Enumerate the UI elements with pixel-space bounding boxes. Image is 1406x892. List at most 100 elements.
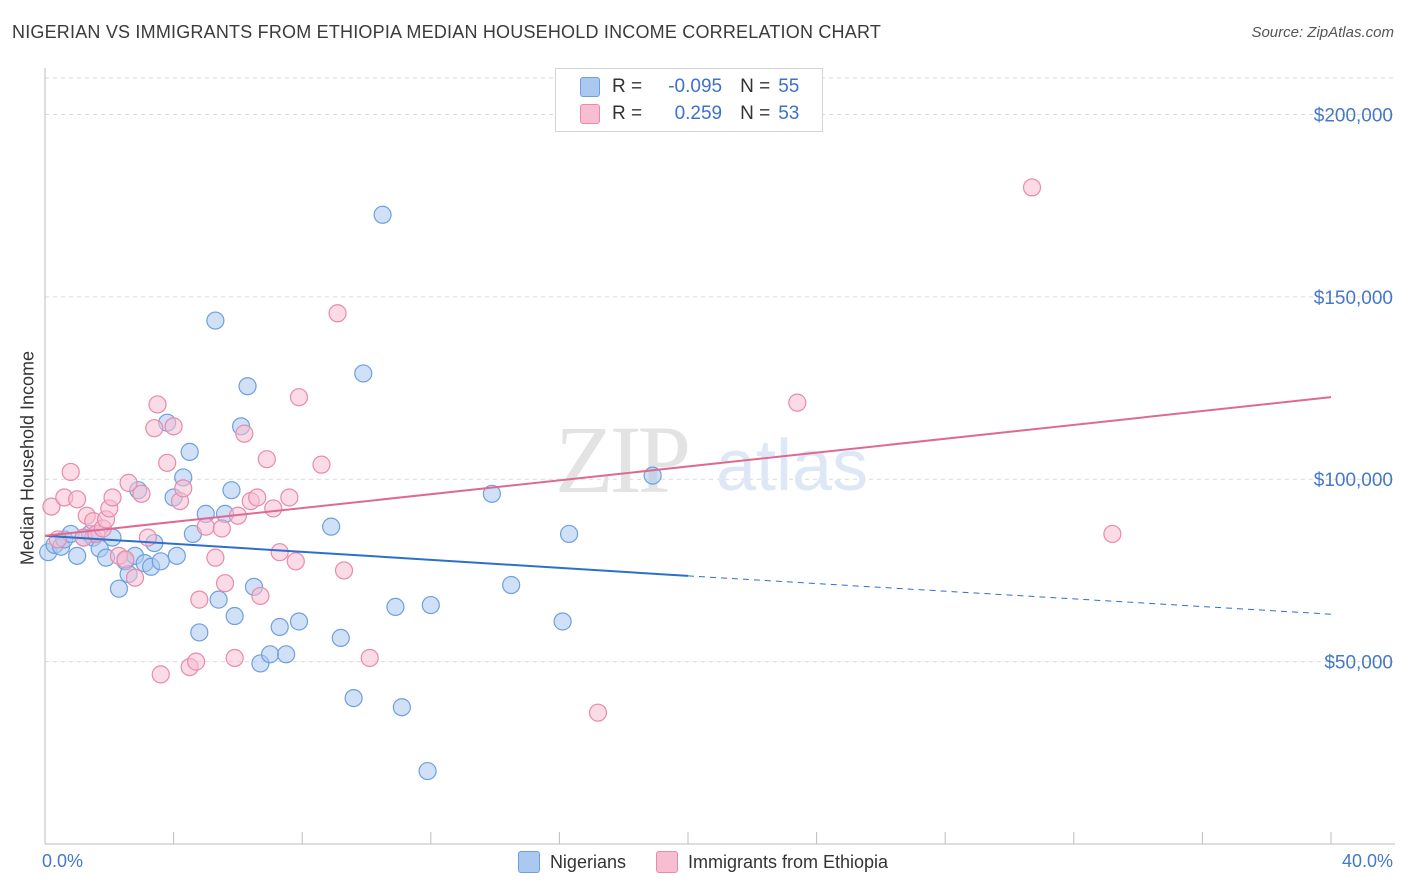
chart-source: Source: ZipAtlas.com — [1251, 24, 1394, 41]
nigerian-point — [421, 595, 440, 615]
nigerian-point — [559, 524, 579, 544]
nigerian-point — [289, 612, 309, 631]
trend-lines — [44, 396, 1332, 615]
ethiopia-point — [116, 550, 135, 569]
stats-row-nigerians: R = -0.095 N = 55 — [580, 74, 799, 100]
y-tick-label: $50,000 — [1324, 653, 1393, 674]
nigerian-point — [386, 597, 405, 617]
ethiopia-point — [158, 453, 177, 472]
ethiopia-point — [125, 568, 145, 587]
nigerian-point — [206, 311, 225, 330]
nigerian-point — [392, 698, 411, 717]
nigerian-point — [167, 546, 186, 565]
nigerian-point — [109, 579, 129, 598]
stats-swatch-pink — [580, 104, 600, 124]
nigerian-trend-extension — [687, 575, 1332, 615]
watermark-atlas: atlas — [716, 426, 868, 506]
ethiopia-point — [61, 462, 80, 482]
ethiopia-trend-line — [44, 396, 1332, 537]
stats-n-label: N = — [740, 76, 771, 97]
nigerian-point — [222, 481, 241, 500]
x-tick-label-max: 40.0% — [1341, 851, 1393, 871]
nigerian-point — [151, 552, 170, 571]
watermark-zip: ZIP — [555, 406, 688, 513]
stats-n-value: 53 — [778, 103, 800, 124]
legend-item-ethiopia[interactable]: Immigrants from Ethiopia — [655, 851, 889, 873]
gridlines — [45, 77, 1395, 663]
watermark: ZIP atlas — [555, 406, 868, 513]
ethiopia-point — [286, 552, 305, 571]
stats-r-value: 0.259 — [674, 103, 723, 124]
nigerian-point — [260, 645, 280, 664]
ethiopia-point — [187, 652, 206, 671]
correlation-stats-box: R = -0.095 N = 55 R = 0.259 N = 53 — [555, 68, 823, 132]
ethiopia-point — [328, 304, 347, 323]
ethiopia-point — [190, 590, 209, 609]
nigerian-point — [373, 205, 392, 224]
nigerian-point — [344, 688, 363, 708]
ethiopia-point — [164, 417, 183, 436]
nigerian-point — [180, 442, 199, 461]
ethiopia-point — [145, 419, 164, 438]
ethiopia-point — [196, 517, 215, 536]
legend-item-nigerians[interactable]: Nigerians — [517, 851, 626, 873]
nigerian-point — [190, 623, 209, 642]
legend-label-ethiopia: Immigrants from Ethiopia — [687, 851, 889, 872]
ethiopia-point — [132, 484, 151, 503]
axes — [44, 68, 1395, 845]
nigerian-point — [418, 761, 437, 781]
ethiopia-point — [206, 548, 225, 567]
y-axis-label: Median Household Income — [17, 350, 38, 566]
stats-r-label: R = — [612, 103, 643, 124]
ethiopia-point — [289, 388, 309, 407]
nigerian-point — [553, 612, 572, 631]
ethiopia-point — [68, 490, 87, 509]
nigerian-point — [68, 546, 87, 565]
chart-title: NIGERIAN VS IMMIGRANTS FROM ETHIOPIA MED… — [12, 22, 882, 42]
stats-swatch-blue — [580, 77, 600, 97]
y-tick-label: $150,000 — [1314, 288, 1393, 309]
ethiopia-point — [270, 543, 289, 562]
nigerian-point — [354, 364, 373, 383]
nigerian-point — [277, 645, 296, 664]
stats-r-label: R = — [612, 76, 643, 97]
y-tick-label: $200,000 — [1314, 105, 1393, 126]
stats-n-label: N = — [740, 103, 771, 124]
stats-n-value: 55 — [778, 76, 800, 97]
ethiopia-point — [788, 393, 807, 412]
ethiopia-point — [151, 665, 170, 684]
ethiopia-point — [334, 561, 354, 580]
nigerian-point — [331, 628, 350, 648]
ethiopia-point — [215, 574, 235, 593]
legend-label-nigerians: Nigerians — [549, 851, 626, 872]
nigerian-point — [270, 617, 289, 637]
ethiopia-point — [1103, 524, 1122, 544]
legend: Nigerians Immigrants from Ethiopia — [0, 851, 1406, 873]
nigerian-point — [482, 484, 501, 503]
stats-row-ethiopia: R = 0.259 N = 53 — [580, 101, 799, 127]
ethiopia-point — [42, 497, 61, 516]
nigerian-point — [502, 575, 521, 595]
ethiopia-point — [235, 424, 254, 443]
ethiopia-point — [312, 455, 331, 474]
legend-swatch-ethiopia — [655, 851, 678, 873]
series-points — [39, 178, 1122, 781]
nigerian-trend-line — [44, 534, 689, 577]
ethiopia-point — [257, 450, 276, 469]
ethiopia-point — [119, 473, 138, 492]
ethiopia-point — [264, 499, 283, 518]
ethiopia-point — [1022, 178, 1042, 197]
y-tick-labels: $50,000 $100,000 $150,000 $200,000 — [1314, 105, 1393, 673]
legend-swatch-nigerians — [517, 851, 540, 873]
ethiopia-point — [588, 703, 608, 722]
ethiopia-point — [174, 479, 193, 498]
ethiopia-point — [225, 648, 244, 668]
ethiopia-point — [360, 648, 379, 668]
ethiopia-point — [148, 395, 167, 414]
ethiopia-point — [248, 488, 267, 507]
nigerian-point — [209, 590, 228, 609]
ethiopia-point — [103, 488, 122, 507]
y-tick-label: $100,000 — [1314, 470, 1393, 491]
nigerian-point — [322, 517, 341, 536]
